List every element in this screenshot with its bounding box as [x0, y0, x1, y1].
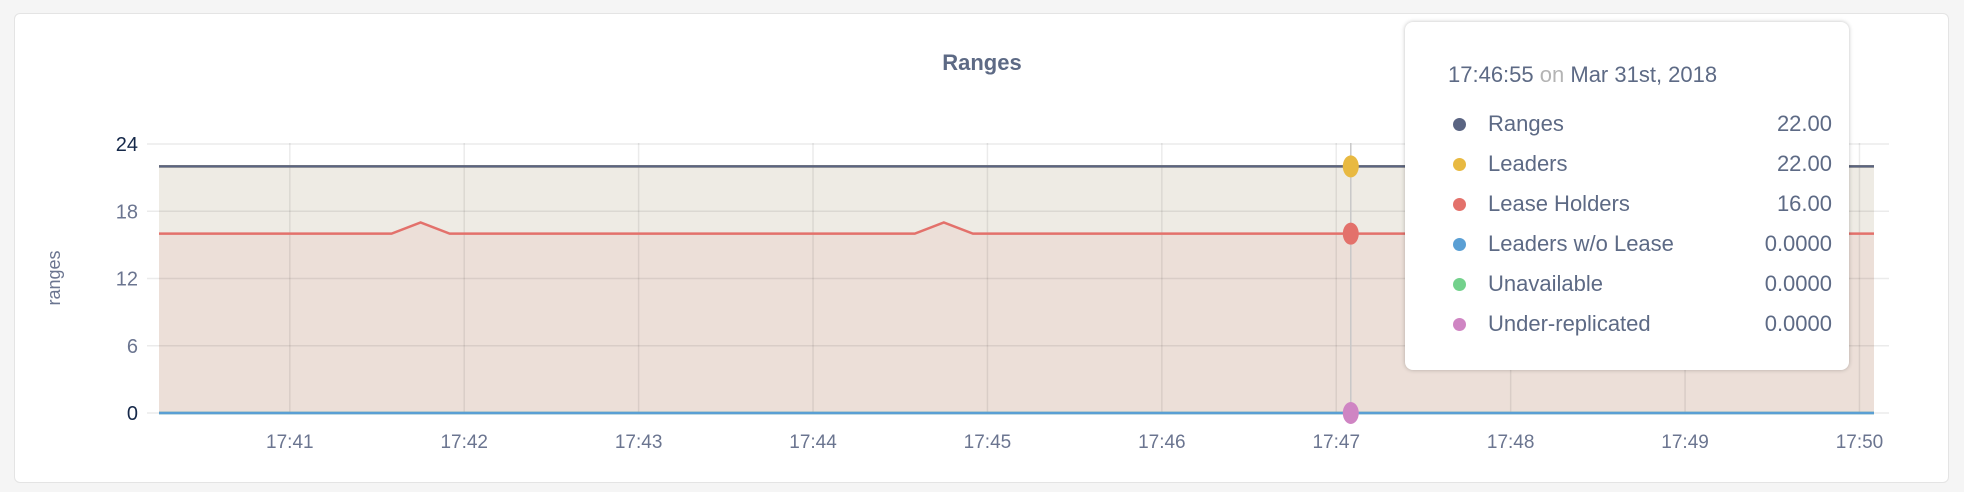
- tooltip-label: Lease Holders: [1488, 191, 1630, 216]
- tooltip-date: Mar 31st, 2018: [1570, 62, 1718, 87]
- series-dot-icon: [1453, 277, 1466, 291]
- x-tick-label: 17:42: [440, 432, 488, 453]
- series-dot-icon: [1453, 157, 1466, 171]
- tooltip-row: Under-replicated 0.0000: [1448, 304, 1849, 344]
- tooltip-value: 22.00: [1776, 151, 1832, 176]
- y-tick-label: 18: [116, 201, 138, 223]
- x-tick-label: 17:47: [1312, 432, 1360, 453]
- series-line: [159, 221, 1874, 235]
- x-tick-label: 17:49: [1661, 432, 1709, 453]
- tooltip-time: 17:46:55: [1448, 62, 1534, 87]
- series-dot-icon: [1453, 197, 1466, 211]
- tooltip-label: Ranges: [1488, 111, 1564, 136]
- y-axis-label: ranges: [44, 250, 64, 305]
- x-tick-label: 17:50: [1836, 432, 1884, 453]
- tooltip: 17:46:55 on Mar 31st, 2018 Ranges 22.00 …: [1405, 22, 1849, 370]
- chart-title: Ranges: [942, 50, 1022, 75]
- x-tick-label: 17:48: [1487, 432, 1535, 453]
- tooltip-row: Leaders w/o Lease 0.0000: [1448, 224, 1849, 264]
- tooltip-value: 16.00: [1776, 191, 1832, 216]
- tooltip-row: Ranges 22.00: [1448, 104, 1849, 144]
- tooltip-header: 17:46:55 on Mar 31st, 2018: [1448, 62, 1849, 104]
- tooltip-label: Leaders: [1488, 151, 1568, 176]
- series-dot-icon: [1453, 237, 1466, 251]
- tooltip-row: Unavailable 0.0000: [1448, 264, 1849, 304]
- y-tick-label: 6: [127, 336, 138, 358]
- y-tick-label: 12: [116, 269, 138, 291]
- hover-point: [1342, 155, 1359, 178]
- tooltip-row: Leaders 22.00: [1448, 144, 1849, 184]
- x-tick-label: 17:44: [789, 432, 837, 453]
- tooltip-value: 0.0000: [1764, 231, 1832, 256]
- series-dot-icon: [1453, 117, 1466, 131]
- y-tick-label: 0: [127, 403, 138, 425]
- y-tick-label: 24: [116, 134, 138, 156]
- tooltip-label: Under-replicated: [1488, 311, 1651, 336]
- hover-point: [1342, 402, 1359, 424]
- x-tick-label: 17:41: [266, 432, 314, 453]
- hover-point: [1342, 222, 1359, 245]
- tooltip-on: on: [1539, 62, 1565, 87]
- x-tick-label: 17:45: [964, 432, 1012, 453]
- tooltip-label: Leaders w/o Lease: [1488, 231, 1674, 256]
- tooltip-value: 0.0000: [1764, 311, 1832, 336]
- tooltip-label: Unavailable: [1488, 271, 1603, 296]
- tooltip-row: Lease Holders 16.00: [1448, 184, 1849, 224]
- x-tick-label: 17:43: [615, 432, 663, 453]
- series-dot-icon: [1453, 317, 1466, 331]
- tooltip-value: 22.00: [1776, 111, 1832, 136]
- tooltip-value: 0.0000: [1764, 271, 1832, 296]
- x-tick-label: 17:46: [1138, 432, 1186, 453]
